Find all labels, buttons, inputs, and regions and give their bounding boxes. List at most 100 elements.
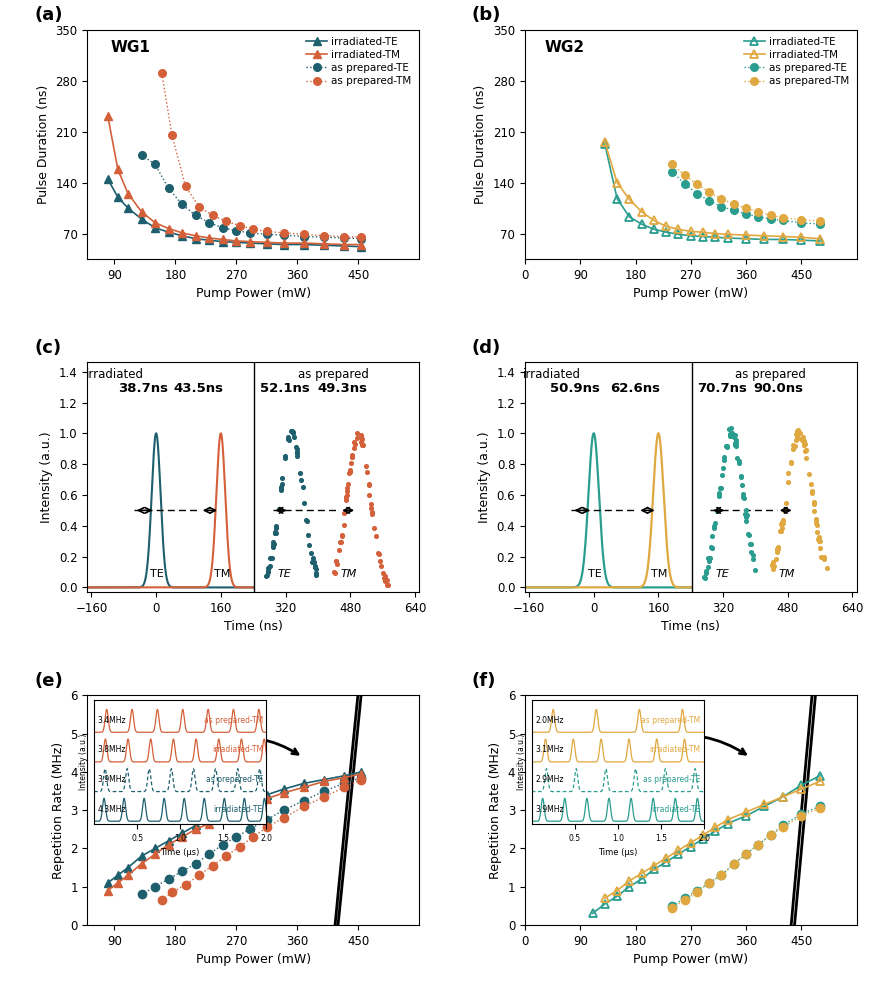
Point xyxy=(794,425,808,441)
irradiated-TE xyxy=(261,238,272,250)
Point xyxy=(301,526,315,542)
Line: as prepared-TE: as prepared-TE xyxy=(138,152,365,242)
Text: TE: TE xyxy=(715,569,729,579)
Text: TM: TM xyxy=(341,569,357,579)
Point xyxy=(784,455,798,470)
irradiated-TM xyxy=(245,236,255,248)
Point xyxy=(263,550,277,566)
irradiated-TE xyxy=(278,239,288,251)
Point xyxy=(261,559,275,575)
X-axis label: Time (ns): Time (ns) xyxy=(662,620,720,634)
irradiated-TM xyxy=(697,226,708,238)
Point xyxy=(287,429,301,445)
irradiated-TM xyxy=(136,206,147,217)
irradiated-TE xyxy=(136,214,147,225)
Line: as prepared-TM: as prepared-TM xyxy=(669,160,823,225)
Point xyxy=(723,421,737,437)
Point xyxy=(704,540,718,556)
Point xyxy=(355,436,369,452)
irradiated-TM xyxy=(218,233,228,245)
as prepared-TM xyxy=(766,210,776,221)
Text: TE: TE xyxy=(150,569,163,579)
Text: 49.3ns: 49.3ns xyxy=(318,382,368,395)
as prepared-TM xyxy=(704,186,714,198)
Text: (f): (f) xyxy=(472,672,496,690)
irradiated-TE xyxy=(796,234,807,246)
Point xyxy=(295,472,309,488)
as prepared-TM xyxy=(778,212,788,223)
Text: (b): (b) xyxy=(472,6,502,25)
Text: TM: TM xyxy=(779,569,794,579)
Point xyxy=(741,525,755,541)
Point xyxy=(354,429,368,445)
Point xyxy=(812,533,826,549)
Point xyxy=(719,439,733,455)
Point xyxy=(704,539,718,555)
X-axis label: Time (ns): Time (ns) xyxy=(224,620,282,634)
Point xyxy=(770,541,784,557)
Point xyxy=(268,521,282,536)
Point xyxy=(810,518,824,533)
Point xyxy=(305,554,319,570)
Point xyxy=(708,515,722,530)
Text: TE: TE xyxy=(277,569,291,579)
Point xyxy=(333,534,347,550)
as prepared-TE xyxy=(357,233,367,245)
Point xyxy=(275,470,289,486)
Point xyxy=(771,541,785,557)
Point xyxy=(820,560,834,576)
Point xyxy=(787,437,801,453)
Point xyxy=(299,513,313,528)
Point xyxy=(713,480,727,496)
Point xyxy=(807,504,821,520)
as prepared-TE xyxy=(163,182,174,194)
irradiated-TE xyxy=(778,233,788,245)
Point xyxy=(278,449,292,464)
as prepared-TM xyxy=(339,230,350,242)
Point xyxy=(306,550,320,566)
irradiated-TE xyxy=(760,233,770,245)
Line: irradiated-TE: irradiated-TE xyxy=(104,175,365,251)
Point xyxy=(707,519,721,534)
Point xyxy=(766,561,780,577)
Point xyxy=(269,518,283,533)
Point xyxy=(289,441,303,457)
Text: 52.1ns: 52.1ns xyxy=(260,382,309,395)
Text: (c): (c) xyxy=(34,339,61,357)
as prepared-TE xyxy=(261,228,272,240)
as prepared-TE xyxy=(177,199,187,211)
irradiated-TE xyxy=(600,138,610,150)
as prepared-TE xyxy=(753,211,764,222)
irradiated-TM xyxy=(149,216,160,228)
Point xyxy=(378,569,392,584)
Point xyxy=(723,428,737,444)
Point xyxy=(354,427,368,443)
Text: 70.7ns: 70.7ns xyxy=(697,382,747,395)
Point xyxy=(712,487,726,503)
Point xyxy=(770,541,784,557)
irradiated-TE xyxy=(624,211,635,222)
Point xyxy=(290,448,304,463)
Point xyxy=(781,465,795,481)
Point xyxy=(817,551,831,567)
as prepared-TM xyxy=(207,210,218,221)
as prepared-TE xyxy=(319,231,329,243)
Point xyxy=(791,422,805,438)
as prepared-TE xyxy=(667,165,677,177)
Point xyxy=(337,505,351,521)
Point xyxy=(345,449,359,464)
Point xyxy=(281,429,295,445)
as prepared-TM xyxy=(299,228,309,240)
Point xyxy=(266,537,280,553)
Point xyxy=(260,564,274,580)
Point xyxy=(811,531,825,547)
Line: as prepared-TM: as prepared-TM xyxy=(158,70,365,241)
Text: TM: TM xyxy=(213,569,230,579)
Point xyxy=(807,495,821,511)
Point xyxy=(734,468,748,484)
Point xyxy=(799,443,813,459)
as prepared-TE xyxy=(796,216,807,228)
Point xyxy=(335,527,349,543)
irradiated-TM xyxy=(122,188,133,200)
X-axis label: Pump Power (mW): Pump Power (mW) xyxy=(633,953,748,966)
